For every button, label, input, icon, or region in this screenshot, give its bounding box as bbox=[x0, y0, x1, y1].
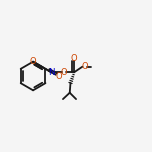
Text: O: O bbox=[29, 57, 36, 66]
Text: N: N bbox=[48, 68, 55, 77]
Text: O: O bbox=[61, 68, 67, 77]
Text: O: O bbox=[55, 72, 62, 81]
Text: O: O bbox=[81, 62, 88, 71]
Text: O: O bbox=[71, 54, 78, 63]
